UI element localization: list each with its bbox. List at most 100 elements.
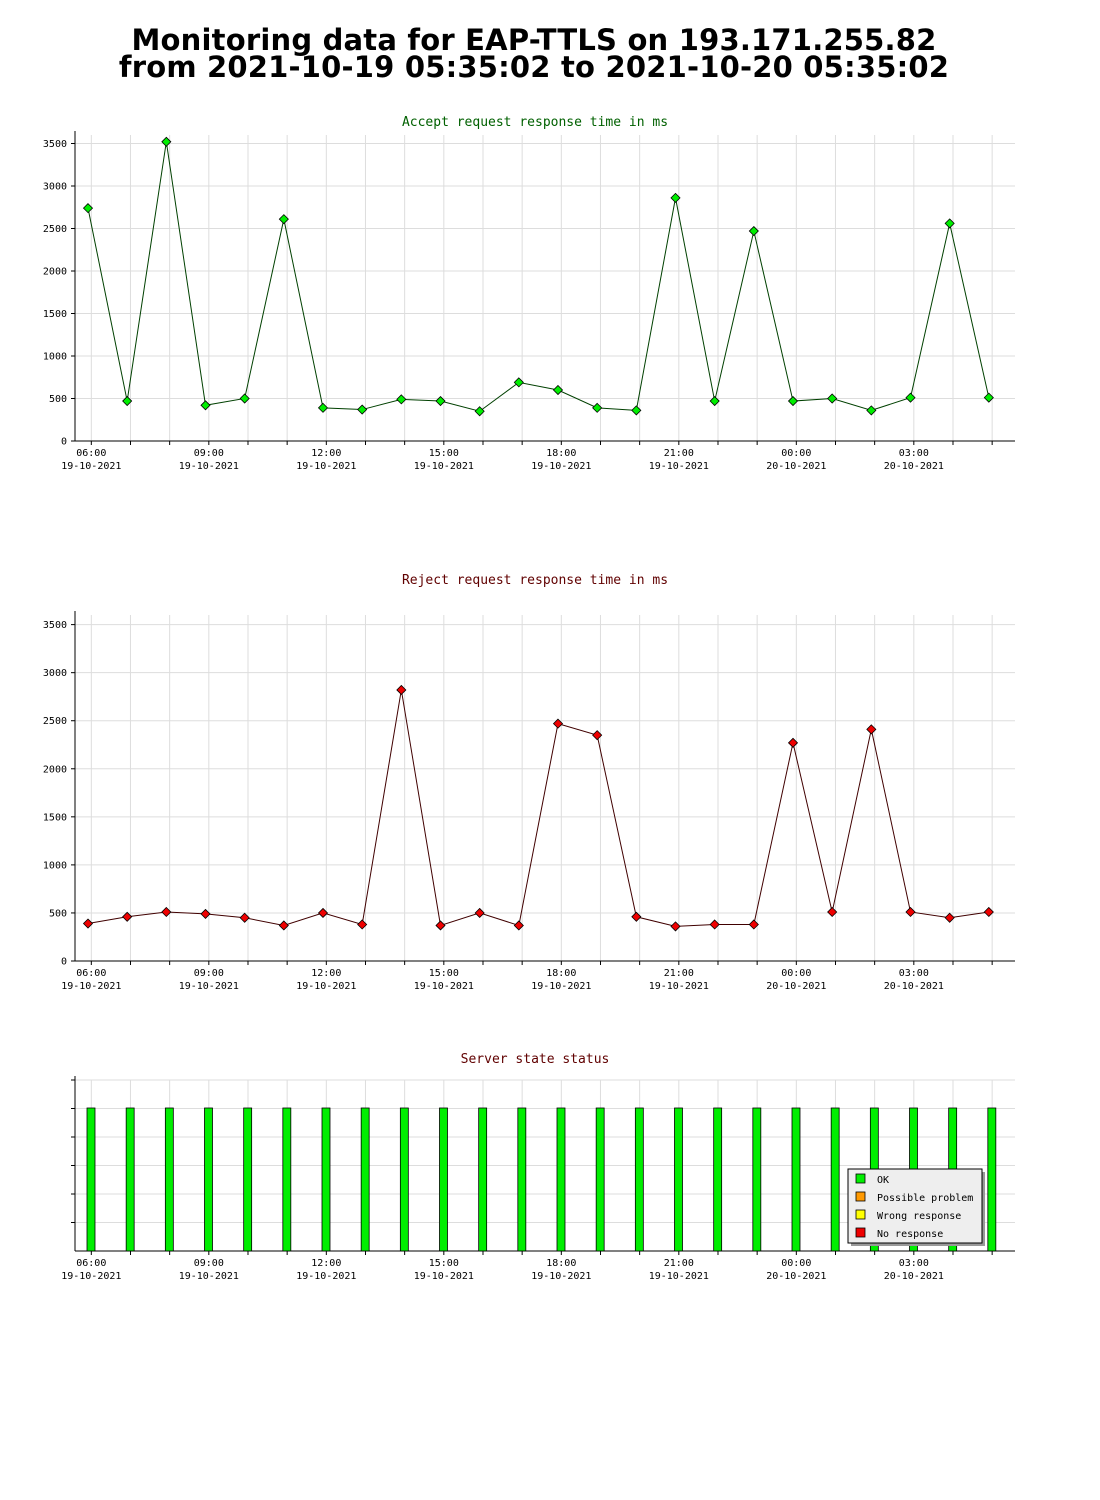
x-tick-label-date: 19-10-2021 <box>531 1271 591 1282</box>
data-point <box>827 393 838 404</box>
status-bar <box>282 1107 292 1252</box>
data-point <box>317 402 329 413</box>
data-point <box>474 406 485 417</box>
data-point <box>827 906 838 918</box>
x-tick-label-date: 19-10-2021 <box>414 461 474 472</box>
data-point <box>82 203 94 214</box>
status-bar <box>164 1107 174 1252</box>
legend-label: No response <box>877 1229 943 1240</box>
data-point <box>631 405 642 416</box>
x-tick-label-time: 21:00 <box>664 968 694 979</box>
page-title-line-1: Monitoring data for EAP-TTLS on 193.171.… <box>131 23 937 57</box>
data-point <box>161 906 172 918</box>
data-point <box>396 684 407 696</box>
y-tick-label: 1000 <box>43 352 67 363</box>
data-point <box>983 906 994 918</box>
data-point <box>357 404 368 415</box>
y-tick-label: 3500 <box>43 139 67 150</box>
x-tick-label-time: 09:00 <box>194 968 224 979</box>
data-point <box>239 912 250 923</box>
chart-title: Server state status <box>461 1052 610 1067</box>
data-point <box>278 920 289 931</box>
x-tick-label-time: 00:00 <box>781 1258 811 1269</box>
legend-swatch <box>855 1173 866 1184</box>
chart-3: Server state status 06:00 19-10-2021 09:00 1… <box>61 1052 1015 1282</box>
y-tick-label: 500 <box>49 394 67 405</box>
x-tick-label-date: 19-10-2021 <box>61 981 121 992</box>
status-bar <box>439 1107 448 1252</box>
y-tick-label: 2000 <box>43 764 67 775</box>
x-tick-label-time: 03:00 <box>899 448 929 459</box>
status-bar <box>86 1107 96 1252</box>
x-tick-label-date: 19-10-2021 <box>531 981 591 992</box>
x-tick-label-date: 19-10-2021 <box>296 1271 356 1282</box>
x-tick-label-date: 19-10-2021 <box>414 981 474 992</box>
status-bar <box>595 1107 605 1252</box>
data-point <box>592 730 603 741</box>
y-tick-label: 500 <box>49 908 67 919</box>
legend-swatch <box>855 1191 866 1202</box>
x-tick-label-date: 20-10-2021 <box>884 981 944 992</box>
legend-swatch <box>855 1209 866 1220</box>
x-tick-label-time: 00:00 <box>781 968 811 979</box>
x-tick-label-date: 19-10-2021 <box>179 461 239 472</box>
status-bar <box>243 1107 253 1252</box>
x-tick-label-time: 06:00 <box>76 448 106 459</box>
status-bar <box>987 1107 997 1252</box>
x-tick-label-time: 21:00 <box>664 448 694 459</box>
data-point <box>435 395 446 407</box>
data-point <box>396 394 407 405</box>
x-tick-label-time: 12:00 <box>311 448 341 459</box>
x-tick-label-time: 09:00 <box>194 448 224 459</box>
y-tick-label: 2500 <box>43 716 67 727</box>
data-point <box>239 393 250 404</box>
chart-title: Accept request response time in ms <box>402 115 668 130</box>
x-tick-label-date: 19-10-2021 <box>179 1271 239 1282</box>
data-point <box>122 911 133 922</box>
data-point <box>317 907 329 919</box>
x-tick-label-time: 12:00 <box>311 968 341 979</box>
legend-swatch <box>855 1227 866 1238</box>
x-tick-label-time: 15:00 <box>429 448 459 459</box>
data-point <box>905 906 916 918</box>
x-tick-label-time: 03:00 <box>899 1258 929 1269</box>
status-bar <box>752 1107 762 1252</box>
x-tick-label-date: 20-10-2021 <box>766 1271 826 1282</box>
x-tick-label-date: 19-10-2021 <box>414 1271 474 1282</box>
data-point <box>905 392 916 403</box>
x-tick-label-date: 19-10-2021 <box>649 461 709 472</box>
status-bar <box>517 1107 527 1252</box>
status-bar <box>204 1107 213 1252</box>
data-point <box>944 912 955 923</box>
y-tick-label: 2500 <box>43 224 67 235</box>
y-tick-label: 0 <box>61 957 67 968</box>
chart-2: Reject request response time in ms 0 500 10… <box>43 573 1015 992</box>
y-tick-label: 1500 <box>43 812 67 823</box>
x-tick-label-time: 21:00 <box>664 1258 694 1269</box>
x-tick-label-time: 12:00 <box>311 1258 341 1269</box>
status-bar <box>478 1107 488 1252</box>
legend-label: Wrong response <box>877 1211 961 1222</box>
status-bar <box>360 1107 370 1252</box>
x-tick-label-date: 19-10-2021 <box>61 1271 121 1282</box>
data-point <box>787 395 799 407</box>
y-tick-label: 2000 <box>43 267 67 278</box>
x-tick-label-time: 18:00 <box>546 1258 576 1269</box>
data-point <box>748 919 759 930</box>
x-tick-label-date: 19-10-2021 <box>649 1271 709 1282</box>
data-point <box>552 718 564 729</box>
y-tick-label: 1500 <box>43 309 67 320</box>
status-bar <box>125 1107 135 1252</box>
x-tick-label-time: 06:00 <box>76 1258 106 1269</box>
data-point <box>200 908 211 919</box>
data-point <box>748 225 759 237</box>
status-bar <box>634 1107 644 1252</box>
status-bar <box>399 1107 409 1252</box>
x-tick-label-date: 20-10-2021 <box>766 461 826 472</box>
x-tick-label-time: 18:00 <box>546 448 576 459</box>
data-point <box>631 911 642 922</box>
x-tick-label-date: 19-10-2021 <box>296 981 356 992</box>
status-bar <box>830 1107 840 1252</box>
data-point <box>944 218 955 229</box>
